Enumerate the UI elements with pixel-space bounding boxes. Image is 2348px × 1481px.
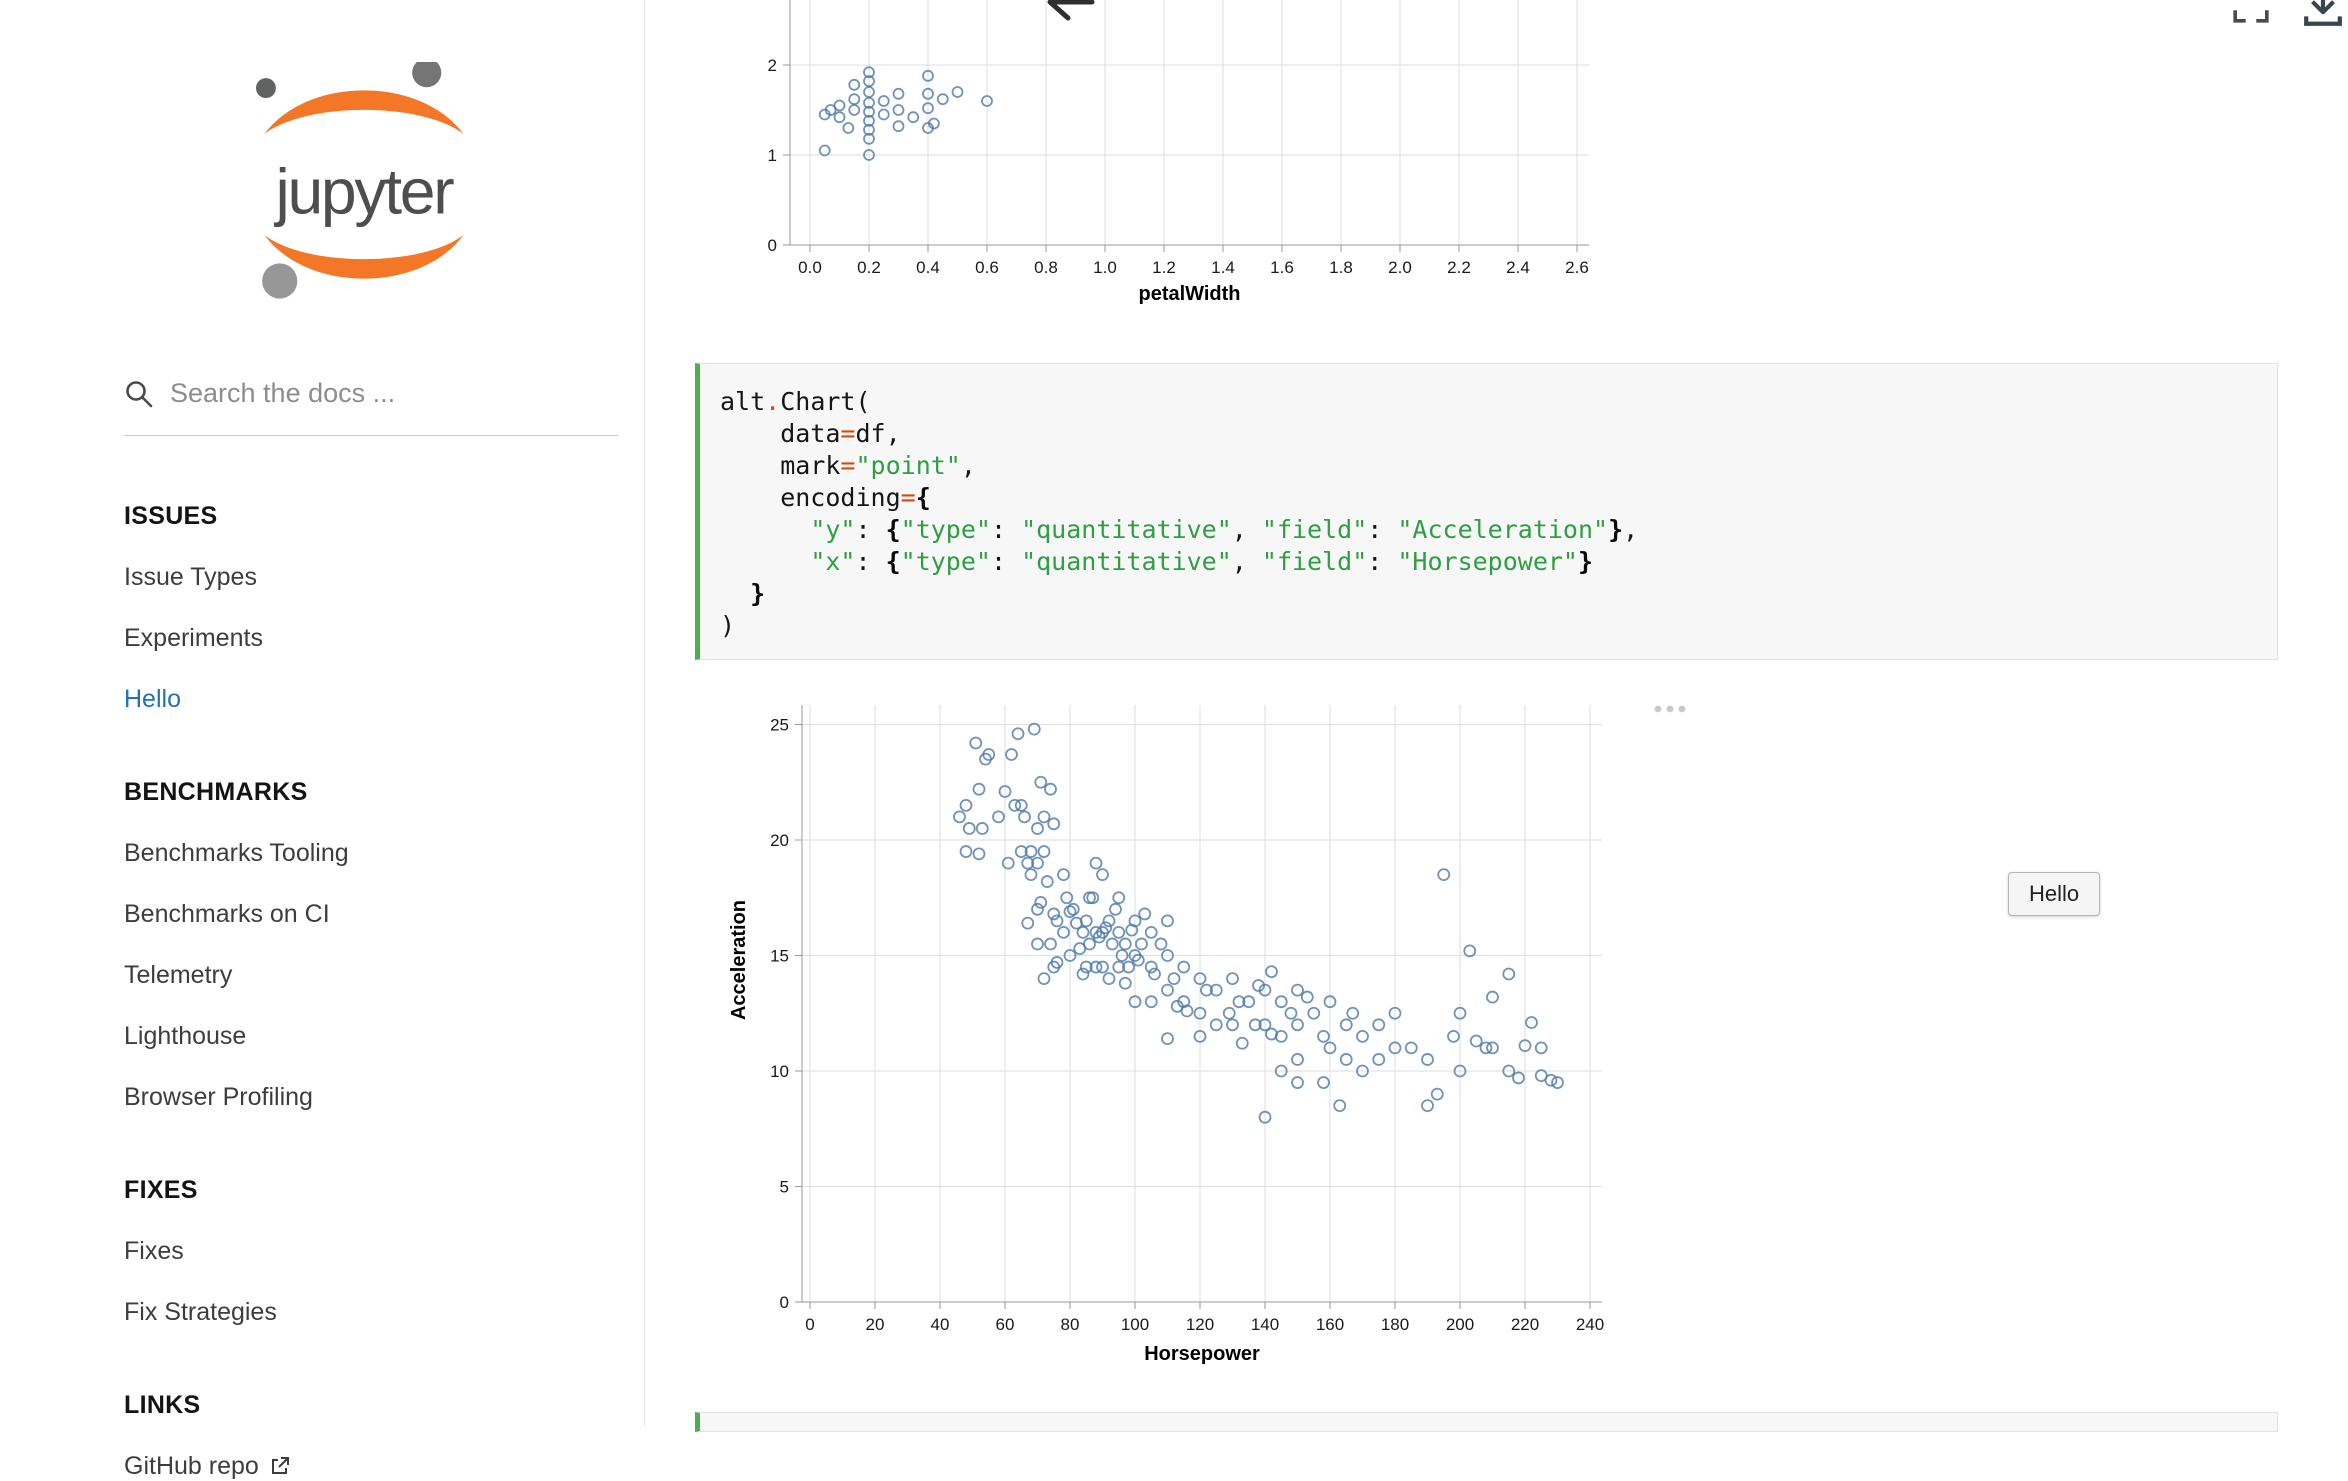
- search-placeholder: Search the docs ...: [170, 378, 396, 408]
- svg-text:Horsepower: Horsepower: [1144, 1343, 1260, 1365]
- sidebar-item-telemetry[interactable]: Telemetry: [124, 961, 233, 989]
- svg-text:80: 80: [1061, 1315, 1080, 1334]
- svg-text:0: 0: [805, 1315, 814, 1334]
- github-repo-label: GitHub repo: [124, 1452, 259, 1480]
- svg-text:0.6: 0.6: [975, 258, 999, 277]
- svg-text:100: 100: [1121, 1315, 1149, 1334]
- back-arrow-icon[interactable]: [1042, 0, 1098, 26]
- content-area: 0.0 0.2 0.4 0.6 0.8 1.0 1.2 1.4 1.6 1.8 2.0 2.2 2.4 2…: [646, 0, 2348, 1432]
- svg-text:25: 25: [770, 716, 789, 735]
- code-cell[interactable]: alt.Chart( data=df, mark="point", encodi…: [695, 363, 2278, 660]
- external-link-icon: [271, 1457, 289, 1474]
- svg-text:120: 120: [1186, 1315, 1214, 1334]
- svg-text:2.2: 2.2: [1447, 258, 1471, 277]
- sidebar-item-lighthouse[interactable]: Lighthouse: [124, 1022, 247, 1050]
- svg-text:1.2: 1.2: [1152, 258, 1176, 277]
- sidebar-item-benchmarks-tooling[interactable]: Benchmarks Tooling: [124, 839, 349, 867]
- svg-text:2.6: 2.6: [1565, 258, 1589, 277]
- svg-text:0.8: 0.8: [1034, 258, 1058, 277]
- jupyter-logo[interactable]: jupyter: [252, 58, 482, 312]
- sidebar: jupyter Search the docs ... ISSUES Issue…: [0, 0, 645, 1480]
- svg-text:2: 2: [768, 56, 777, 75]
- svg-text:2.0: 2.0: [1388, 258, 1412, 277]
- svg-text:180: 180: [1381, 1315, 1409, 1334]
- sidebar-item-issue-types[interactable]: Issue Types: [124, 563, 257, 591]
- svg-text:40: 40: [931, 1315, 950, 1334]
- jupyter-logo-icon: jupyter: [255, 58, 464, 299]
- svg-text:1.6: 1.6: [1270, 258, 1294, 277]
- svg-text:20: 20: [866, 1315, 885, 1334]
- nav-heading-fixes: FIXES: [124, 1176, 198, 1204]
- svg-text:0: 0: [768, 236, 777, 255]
- search-input[interactable]: Search the docs ...: [124, 378, 618, 436]
- svg-text:0: 0: [780, 1293, 789, 1312]
- svg-text:0.0: 0.0: [798, 258, 822, 277]
- search-icon: [126, 380, 153, 407]
- svg-text:petalWidth: petalWidth: [1138, 283, 1240, 305]
- svg-text:160: 160: [1316, 1315, 1344, 1334]
- svg-text:60: 60: [996, 1315, 1015, 1334]
- svg-text:240: 240: [1576, 1315, 1604, 1334]
- svg-text:220: 220: [1511, 1315, 1539, 1334]
- svg-text:20: 20: [770, 831, 789, 850]
- chart-options-icon[interactable]: [1650, 702, 1690, 716]
- sidebar-item-experiments[interactable]: Experiments: [124, 624, 263, 652]
- sidebar-item-fix-strategies[interactable]: Fix Strategies: [124, 1298, 277, 1326]
- code-cell-partial: [695, 1412, 2278, 1432]
- sidebar-item-browser-profiling[interactable]: Browser Profiling: [124, 1083, 313, 1111]
- svg-text:0.2: 0.2: [857, 258, 881, 277]
- sidebar-nav: ISSUES Issue Types Experiments Hello BEN…: [124, 502, 644, 1481]
- svg-text:15: 15: [770, 947, 789, 966]
- svg-text:2.4: 2.4: [1506, 258, 1530, 277]
- svg-text:1: 1: [768, 146, 777, 165]
- sidebar-item-github-repo[interactable]: GitHub repo: [124, 1452, 644, 1481]
- svg-text:10: 10: [770, 1062, 789, 1081]
- svg-text:1.8: 1.8: [1329, 258, 1353, 277]
- hello-button[interactable]: Hello: [2008, 872, 2101, 916]
- svg-text:1.0: 1.0: [1093, 258, 1117, 277]
- fullscreen-icon[interactable]: [2232, 0, 2270, 24]
- svg-text:5: 5: [780, 1178, 789, 1197]
- horsepower-acceleration-scatter-chart: 0 20 40 60 80 100 120 140 160 180 200 220 240 0 5 10 15 2…: [728, 705, 1604, 1365]
- sidebar-item-fixes[interactable]: Fixes: [124, 1237, 184, 1265]
- svg-text:200: 200: [1446, 1315, 1474, 1334]
- petalwidth-scatter-chart: 0.0 0.2 0.4 0.6 0.8 1.0 1.2 1.4 1.6 1.8 2.0 2.2 2.4 2…: [768, 0, 1589, 305]
- nav-heading-issues: ISSUES: [124, 502, 218, 530]
- sidebar-item-hello[interactable]: Hello: [124, 685, 181, 713]
- jupyter-logo-text: jupyter: [273, 156, 454, 228]
- nav-heading-benchmarks: BENCHMARKS: [124, 778, 308, 806]
- sidebar-item-benchmarks-on-ci[interactable]: Benchmarks on CI: [124, 900, 330, 928]
- svg-text:140: 140: [1251, 1315, 1279, 1334]
- svg-text:Acceleration: Acceleration: [728, 900, 750, 1020]
- svg-text:0.4: 0.4: [916, 258, 940, 277]
- download-icon[interactable]: [2302, 0, 2344, 28]
- nav-heading-links: LINKS: [124, 1391, 201, 1419]
- svg-text:1.4: 1.4: [1211, 258, 1235, 277]
